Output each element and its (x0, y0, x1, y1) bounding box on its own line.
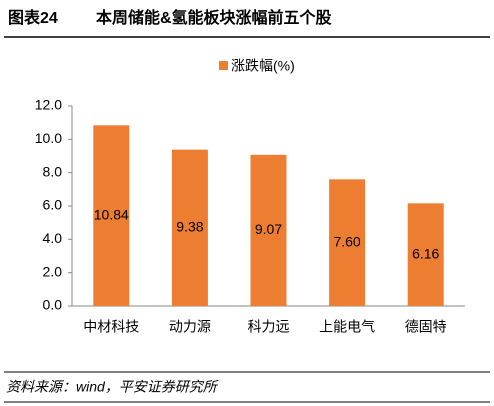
x-tick-label: 中材科技 (83, 319, 139, 335)
bar (250, 154, 287, 306)
bar (329, 179, 366, 306)
bar (171, 149, 208, 306)
figure-label: 图表24 (8, 8, 58, 27)
x-tick-label: 科力远 (248, 319, 290, 335)
value-label: 10.84 (94, 206, 129, 222)
x-tick-label: 上能电气 (319, 319, 375, 335)
y-tick-label: 8.0 (43, 163, 63, 179)
value-label: 6.16 (412, 245, 439, 261)
source: 资料来源：wind，平安证券研究所 (6, 379, 219, 395)
x-tick-label: 动力源 (169, 319, 211, 335)
y-tick-label: 10.0 (35, 130, 62, 146)
y-tick-label: 0.0 (43, 297, 63, 313)
y-tick-label: 4.0 (43, 230, 63, 246)
y-tick-label: 2.0 (43, 263, 63, 279)
value-label: 9.07 (255, 221, 282, 237)
y-tick-label: 6.0 (43, 197, 63, 213)
legend-label: 涨跌幅(%) (231, 58, 295, 74)
y-tick-label: 12.0 (35, 97, 62, 113)
value-label: 7.60 (333, 233, 360, 249)
bar (93, 125, 130, 306)
x-tick-label: 德固特 (405, 319, 447, 335)
value-label: 9.38 (176, 219, 203, 235)
bar (407, 203, 444, 306)
legend-swatch (219, 61, 228, 70)
chart-title: 本周储能&氢能板块涨幅前五个股 (96, 8, 333, 27)
